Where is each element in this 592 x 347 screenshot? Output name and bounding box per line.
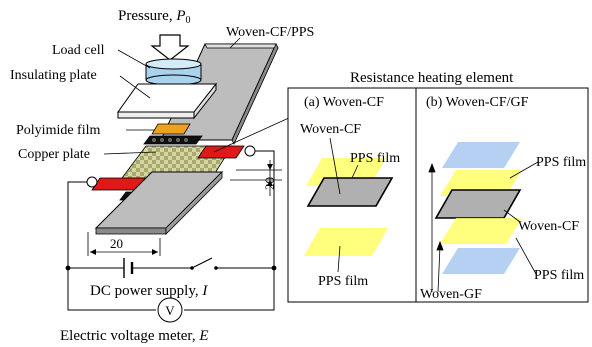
- polyimide-film-upper: [151, 123, 191, 135]
- inset-title: Resistance heating element: [350, 70, 514, 86]
- pressure-label: Pressure, P0: [118, 8, 191, 26]
- panel-a-stack: [304, 158, 394, 256]
- insulating-plate-label: Insulating plate: [10, 68, 97, 83]
- panel-a-title: (a) Woven-CF: [304, 95, 384, 110]
- switch-icon: [190, 257, 222, 270]
- dc-power-label: DC power supply, I: [90, 283, 208, 299]
- copper-plate-right: [197, 145, 256, 159]
- panel-b-woven-cf-label: Woven-CF: [518, 219, 579, 234]
- dim-20-horizontal: 20: [110, 236, 123, 251]
- polyimide-film-label: Polyimide film: [16, 123, 101, 138]
- panel-a-pps-bottom-label: PPS film: [318, 274, 368, 289]
- voltmeter-icon: [157, 297, 183, 323]
- load-cell: [145, 58, 202, 86]
- insulating-plate: [117, 82, 218, 120]
- panel-b-arrows: [428, 162, 444, 293]
- dimension-horizontal: [87, 232, 161, 256]
- panel-b-woven-gf-label: Woven-GF: [420, 287, 482, 302]
- voltmeter-symbol: V: [165, 303, 175, 318]
- voltage-meter-label: Electric voltage meter, E: [60, 328, 209, 344]
- upper-electrode: [143, 135, 203, 145]
- circuit-wires: [67, 150, 275, 311]
- pressure-arrow-icon: [150, 34, 190, 61]
- woven-cf-pps-label: Woven-CF/PPS: [226, 25, 314, 40]
- battery-icon: [102, 258, 192, 278]
- panel-a-woven-cf-label: Woven-CF: [300, 122, 361, 137]
- panel-b-title: (b) Woven-CF/GF: [426, 95, 529, 110]
- panel-a-pps-top-label: PPS film: [350, 151, 400, 166]
- lower-cf-pps-plate: [94, 171, 224, 235]
- panel-b-stack: [434, 142, 522, 274]
- copper-plate-label: Copper plate: [18, 147, 90, 162]
- panel-b-pps-top-label: PPS film: [536, 155, 586, 170]
- load-cell-label: Load cell: [52, 43, 105, 58]
- inset-box: [287, 87, 589, 303]
- dim-20-vertical: 20: [262, 177, 277, 190]
- panel-b-pps-bottom-label: PPS film: [534, 268, 584, 283]
- inset-pointer: [213, 111, 303, 153]
